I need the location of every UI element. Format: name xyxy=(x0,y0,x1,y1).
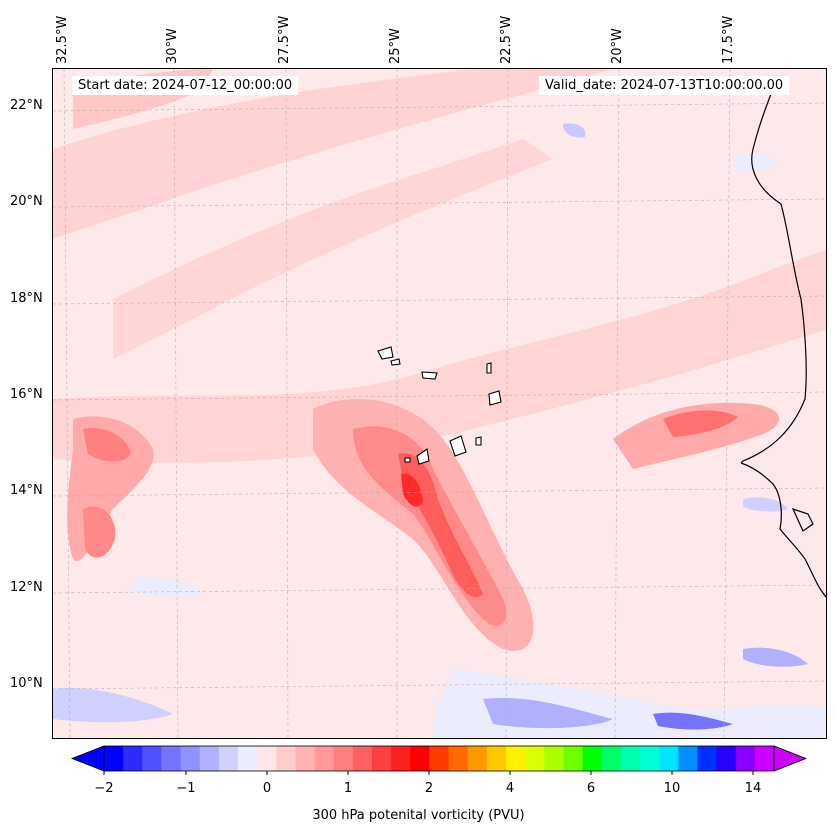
colorbar-segment xyxy=(525,746,545,771)
colorbar-tick-label: −1 xyxy=(176,781,196,796)
colorbar-segment xyxy=(754,746,775,771)
colorbar-label: 300 hPa potenital vorticity (PVU) xyxy=(312,808,525,823)
meridian-line xyxy=(63,69,71,738)
colorbar-segment xyxy=(448,746,469,771)
colorbar-min-arrow xyxy=(70,745,105,772)
colorbar-segment xyxy=(563,746,584,771)
colorbar-segment xyxy=(735,746,756,771)
colorbar-tick-label: 10 xyxy=(663,781,681,796)
colorbar-segment xyxy=(199,746,220,771)
colorbar-segment xyxy=(314,746,335,771)
islands xyxy=(377,346,502,465)
meridian-line xyxy=(614,69,620,738)
colorbar-tick-label: 14 xyxy=(744,781,762,796)
colorbar-segment xyxy=(544,746,564,771)
colorbar-segment xyxy=(391,746,411,771)
colorbar-segment xyxy=(161,746,182,771)
colorbar-segment xyxy=(295,746,316,771)
latitude-label: 16°N xyxy=(10,387,43,402)
colorbar-segment xyxy=(372,746,392,771)
gridlines xyxy=(53,69,826,738)
latitude-label: 12°N xyxy=(10,580,43,595)
pv-field-map xyxy=(53,69,826,738)
colorbar-tick-label: −2 xyxy=(94,781,114,796)
pv-contours xyxy=(53,69,826,738)
colorbar-segment xyxy=(678,746,698,771)
colorbar-segment xyxy=(582,746,603,771)
colorbar-segment xyxy=(123,746,143,771)
latitude-label: 20°N xyxy=(10,194,43,209)
start-date-label: Start date: 2024-07-12_00:00:00 xyxy=(72,76,299,95)
meridian-line xyxy=(505,69,509,738)
colorbar-segment xyxy=(410,746,430,771)
colorbar-segment xyxy=(620,746,641,771)
colorbar-segment xyxy=(716,746,737,771)
colorbar-segment xyxy=(218,746,239,771)
colorbar-segment xyxy=(467,746,488,771)
colorbar-segment xyxy=(276,746,296,771)
colorbar-segment xyxy=(180,746,201,771)
colorbar-segment xyxy=(640,746,660,771)
meridian-line xyxy=(723,69,731,738)
meridian-line xyxy=(173,69,179,738)
colorbar-max-arrow xyxy=(773,745,808,772)
latitude-label: 10°N xyxy=(10,676,43,691)
colorbar-segment xyxy=(257,746,277,771)
colorbar-segment xyxy=(506,746,526,771)
valid-date-label: Valid_date: 2024-07-13T10:00:00.00 xyxy=(539,76,790,95)
meridian-line xyxy=(285,69,289,738)
colorbar-frame xyxy=(103,745,775,772)
latitude-label: 14°N xyxy=(10,483,43,498)
colorbar-tick-label: 6 xyxy=(586,781,596,796)
latitude-label: 18°N xyxy=(10,291,43,306)
colorbar-segment xyxy=(429,746,450,771)
colorbar-segment xyxy=(659,746,679,771)
latitude-label: 22°N xyxy=(10,98,43,113)
colorbar-segment xyxy=(352,746,373,771)
coastline xyxy=(740,88,826,598)
colorbar-tick-label: 2 xyxy=(424,781,434,796)
colorbar-segment xyxy=(486,746,507,771)
colorbar-segment xyxy=(697,746,718,771)
colorbar-segment xyxy=(333,746,354,771)
colorbar-segment xyxy=(238,746,258,771)
colorbar-segment xyxy=(601,746,622,771)
colorbar-segment xyxy=(104,746,124,771)
colorbar-tick-label: 1 xyxy=(343,781,353,796)
colorbar-tick-label: 4 xyxy=(505,781,515,796)
map-panel xyxy=(52,68,827,739)
colorbar-tick-label: 0 xyxy=(262,781,272,796)
colorbar-segment xyxy=(142,746,162,771)
